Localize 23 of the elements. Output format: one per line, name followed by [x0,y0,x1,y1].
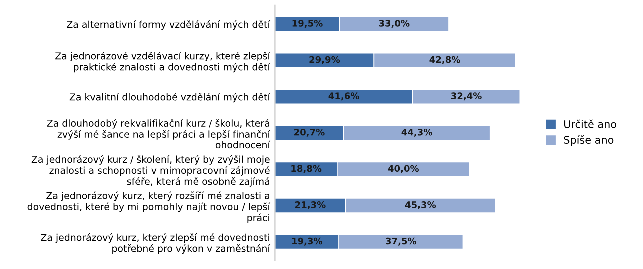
y-tick-label: Za dlouhodobý rekvalifikační kurz / školu, která zvýší mé šance na lepší práci a lepší finanční ohodnocení [47,119,271,149]
data-label: 29,9% [310,56,340,64]
data-label: 19,3% [292,238,323,246]
data-label: 41,6% [328,92,360,101]
y-tick-label: Za alternativní formy vzdělávání mých dětí [67,20,271,30]
legend-label: Určitě ano [564,120,616,128]
data-label: 44,3% [402,128,432,137]
data-label: 32,4% [451,92,482,101]
y-tick-label: Za jednorázový kurz / školení, který by zvýšil moje znalosti a schopnosti v mimopracovní zájmové sféře, která mě osobně zajímá [32,155,270,187]
data-label: 21,3% [296,202,326,210]
y-tick-label: Za jednorázový kurz, který rozšíří mé znalosti a dovednosti, které by mi pomohly najít novou / lepší práci [28,192,271,224]
data-label: 20,7% [294,128,325,137]
y-tick-label: Za kvalitní dlouhodobé vzdělání mých dětí [70,93,271,103]
data-label: 42,8% [430,56,460,64]
data-label: 40,0% [388,165,420,174]
data-label: 37,5% [386,238,417,246]
y-tick-label: Za jednorázový kurz, který zlepší mé dovednosti potřebné pro výkon v zaměstnání [41,234,271,254]
y-tick-label: Za jednorázové vzdělávací kurzy, které zlepší praktické znalosti a dovednosti mých dětí [56,52,271,73]
data-label: 19,5% [292,20,323,28]
data-label: 33,0% [379,20,410,28]
data-label: 18,8% [292,165,322,174]
legend-label: Spíše ano [564,136,614,146]
data-label: 45,3% [405,202,436,210]
